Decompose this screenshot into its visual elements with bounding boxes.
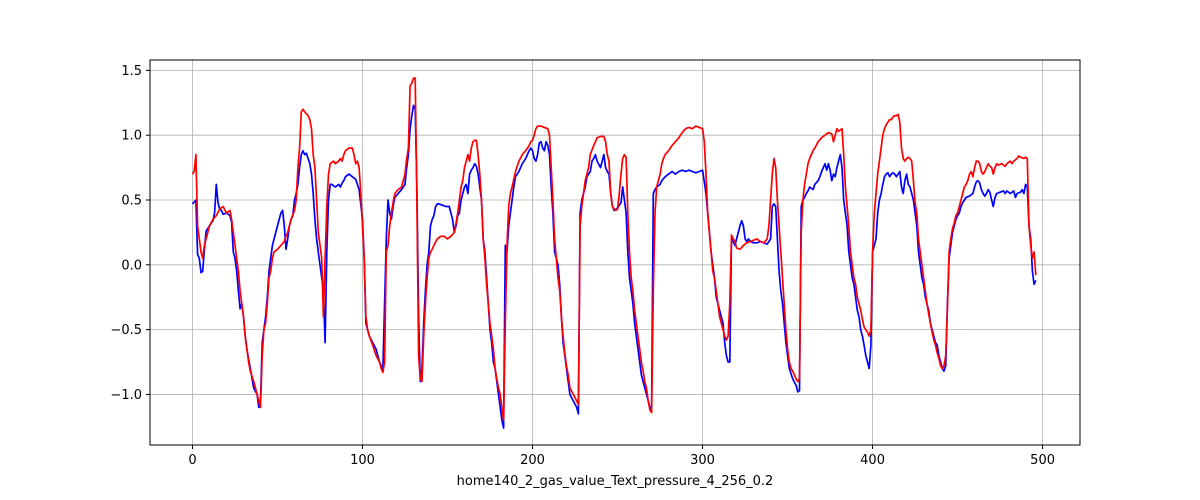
plot-frame (149, 59, 1081, 446)
x-tick-label: 400 (860, 453, 885, 468)
x-tick-label: 500 (1030, 453, 1055, 468)
y-tick-label: −1.0 (110, 388, 142, 403)
x-tick-label: 100 (350, 453, 375, 468)
y-tick-label: 1.0 (121, 129, 142, 144)
x-tick-label: 0 (188, 453, 196, 468)
y-tick-label: 0.5 (121, 194, 142, 209)
x-axis-label: home140_2_gas_value_Text_pressure_4_256_… (457, 474, 774, 489)
series-lines (191, 77, 1037, 429)
y-tick-label: 0.0 (121, 258, 142, 273)
y-tick-label: −0.5 (110, 323, 142, 338)
x-tick-label: 300 (690, 453, 715, 468)
x-tick-label: 200 (520, 453, 545, 468)
y-tick-label: 1.5 (121, 64, 142, 79)
series-line-red (191, 77, 1037, 422)
x-axis-ticks: 0 100 200 300 400 500 (188, 445, 1055, 468)
y-axis-ticks: −1.0 −0.5 0.0 0.5 1.0 1.5 (110, 64, 150, 403)
